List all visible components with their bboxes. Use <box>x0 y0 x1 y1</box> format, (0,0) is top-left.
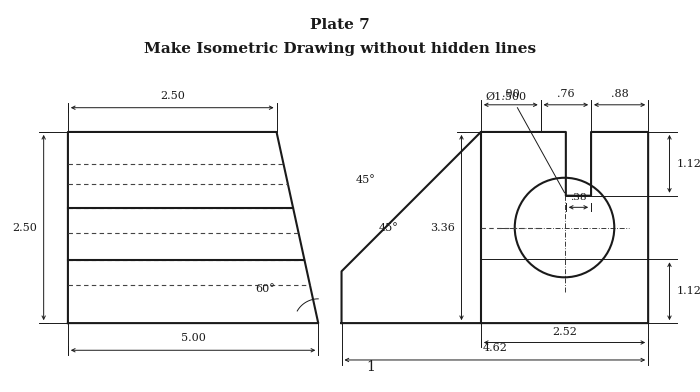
Text: Make Isometric Drawing without hidden lines: Make Isometric Drawing without hidden li… <box>144 42 536 56</box>
Text: 1.12: 1.12 <box>676 159 700 169</box>
Text: 5.00: 5.00 <box>181 334 206 343</box>
Text: 1: 1 <box>366 360 375 374</box>
Text: 3.36: 3.36 <box>430 223 455 232</box>
Text: Plate 7: Plate 7 <box>309 18 370 32</box>
Text: 2.50: 2.50 <box>160 91 185 101</box>
Text: Ø1.500: Ø1.500 <box>486 92 527 102</box>
Text: .88: .88 <box>610 89 629 99</box>
Text: 1.12: 1.12 <box>676 286 700 296</box>
Text: 45°: 45° <box>379 223 398 233</box>
Text: 60°: 60° <box>255 284 275 294</box>
Text: 4.62: 4.62 <box>482 343 508 353</box>
Text: .90: .90 <box>502 89 519 99</box>
Text: 2.50: 2.50 <box>12 223 37 232</box>
Text: .76: .76 <box>557 89 575 99</box>
Text: 45°: 45° <box>356 176 376 185</box>
Text: .38: .38 <box>570 194 587 203</box>
Text: 2.52: 2.52 <box>552 327 577 337</box>
